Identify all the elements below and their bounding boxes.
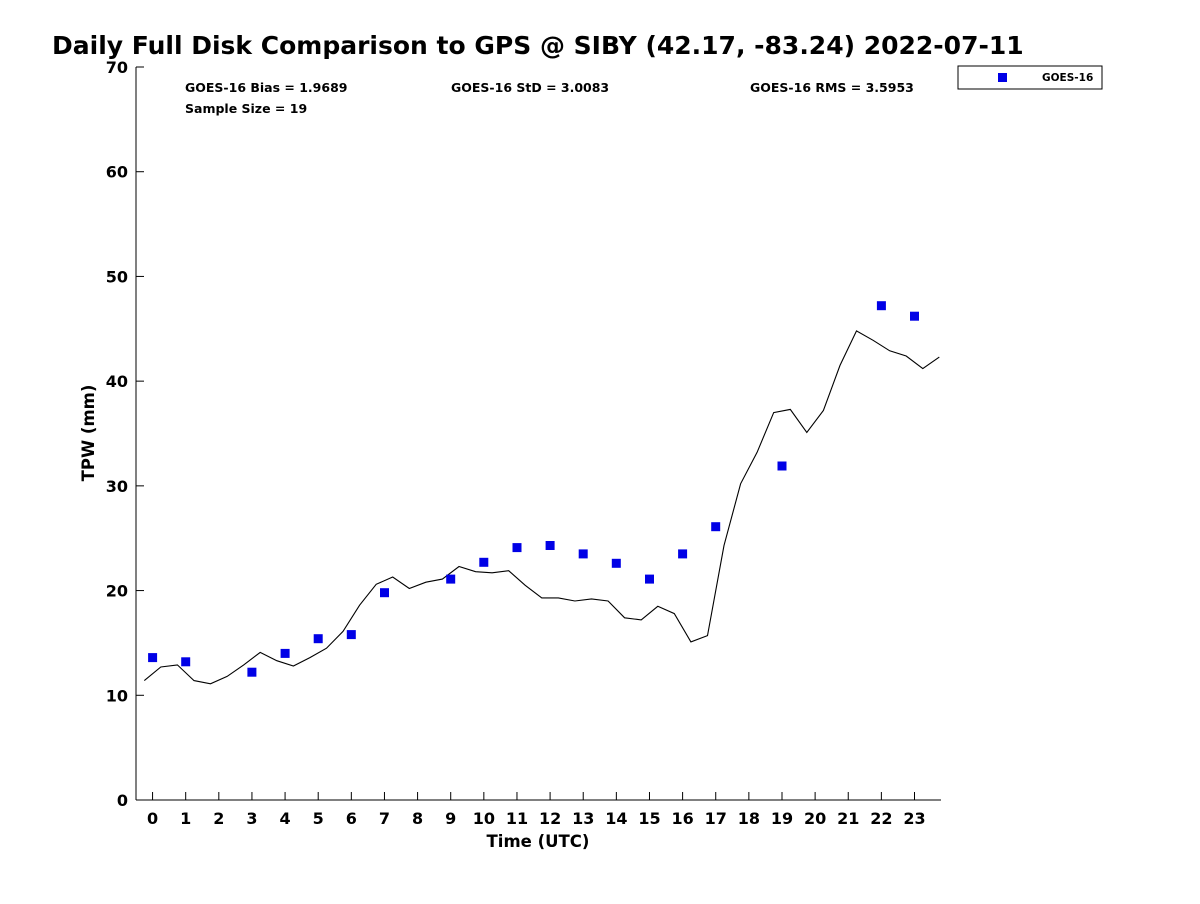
- goes-16-point: [380, 588, 389, 598]
- goes-16-point: [313, 634, 323, 644]
- sample-size-stat: Sample Size = 19: [185, 101, 307, 116]
- x-tick-label: 11: [506, 809, 528, 828]
- y-tick-label: 70: [106, 58, 128, 77]
- std-stat: GOES-16 StD = 3.0083: [451, 80, 609, 95]
- x-tick-label: 13: [572, 809, 594, 828]
- gps-tpw-line: [143, 330, 940, 685]
- y-tick-label: 20: [106, 582, 128, 601]
- x-tick-label: 18: [738, 809, 760, 828]
- x-tick-label: 4: [280, 809, 291, 828]
- x-tick-label: 8: [412, 809, 423, 828]
- x-tick-label: 14: [605, 809, 627, 828]
- x-tick-label: 19: [771, 809, 793, 828]
- x-tick-label: 23: [903, 809, 925, 828]
- plot-area: [143, 301, 940, 685]
- goes-16-point: [181, 657, 191, 667]
- y-tick-label: 30: [106, 477, 128, 496]
- goes-16-point: [346, 630, 356, 640]
- goes-16-point: [645, 574, 654, 584]
- chart-title: Daily Full Disk Comparison to GPS @ SIBY…: [52, 31, 1024, 60]
- bias-stat: GOES-16 Bias = 1.9689: [185, 80, 347, 95]
- goes-16-point: [777, 461, 787, 471]
- goes-16-point: [446, 574, 456, 584]
- y-tick-label: 60: [106, 163, 128, 182]
- x-tick-label: 0: [147, 809, 158, 828]
- goes-16-point: [247, 667, 257, 677]
- x-tick-label: 3: [246, 809, 257, 828]
- goes-16-point: [578, 549, 588, 559]
- x-axis-label: Time (UTC): [487, 832, 590, 851]
- goes-16-point: [611, 558, 621, 568]
- x-tick-label: 17: [705, 809, 727, 828]
- x-tick-label: 16: [671, 809, 693, 828]
- x-tick-label: 15: [638, 809, 660, 828]
- legend-box: [957, 65, 1103, 90]
- y-axis-ticks: 0 10 20 30 40 50 60 70: [106, 58, 144, 810]
- x-tick-label: 2: [213, 809, 224, 828]
- x-tick-label: 21: [837, 809, 859, 828]
- x-tick-label: 12: [539, 809, 561, 828]
- goes-16-point: [148, 653, 158, 663]
- x-tick-label: 7: [379, 809, 390, 828]
- legend-entry-goes-16: GOES-16: [1042, 72, 1093, 84]
- goes-16-point: [280, 648, 290, 658]
- legend: GOES-16: [957, 65, 1103, 90]
- y-tick-label: 50: [106, 267, 128, 286]
- y-axis-label: TPW (mm): [79, 385, 98, 482]
- goes-16-point: [479, 557, 489, 567]
- x-tick-label: 6: [346, 809, 357, 828]
- y-tick-label: 40: [106, 372, 128, 391]
- x-tick-label: 5: [313, 809, 324, 828]
- x-tick-label: 20: [804, 809, 826, 828]
- goes-16-point: [876, 301, 886, 311]
- goes-16-point: [545, 541, 555, 550]
- x-tick-label: 1: [180, 809, 191, 828]
- rms-stat: GOES-16 RMS = 3.5953: [750, 80, 914, 95]
- x-tick-label: 22: [870, 809, 892, 828]
- goes-16-point: [512, 543, 522, 553]
- goes-16-point: [711, 522, 721, 532]
- x-tick-label: 9: [445, 809, 456, 828]
- y-tick-label: 10: [106, 686, 128, 705]
- y-tick-label: 0: [117, 791, 128, 810]
- legend-swatch-goes-16: [998, 73, 1007, 82]
- goes-16-point: [910, 311, 919, 321]
- x-axis-ticks: 0 1 2 3 4 5 6 7 8 9 10 11 12 13 14 15 16 17 18 19 20 21 22 23: [147, 792, 926, 828]
- goes-16-point: [678, 549, 688, 559]
- x-tick-label: 10: [473, 809, 495, 828]
